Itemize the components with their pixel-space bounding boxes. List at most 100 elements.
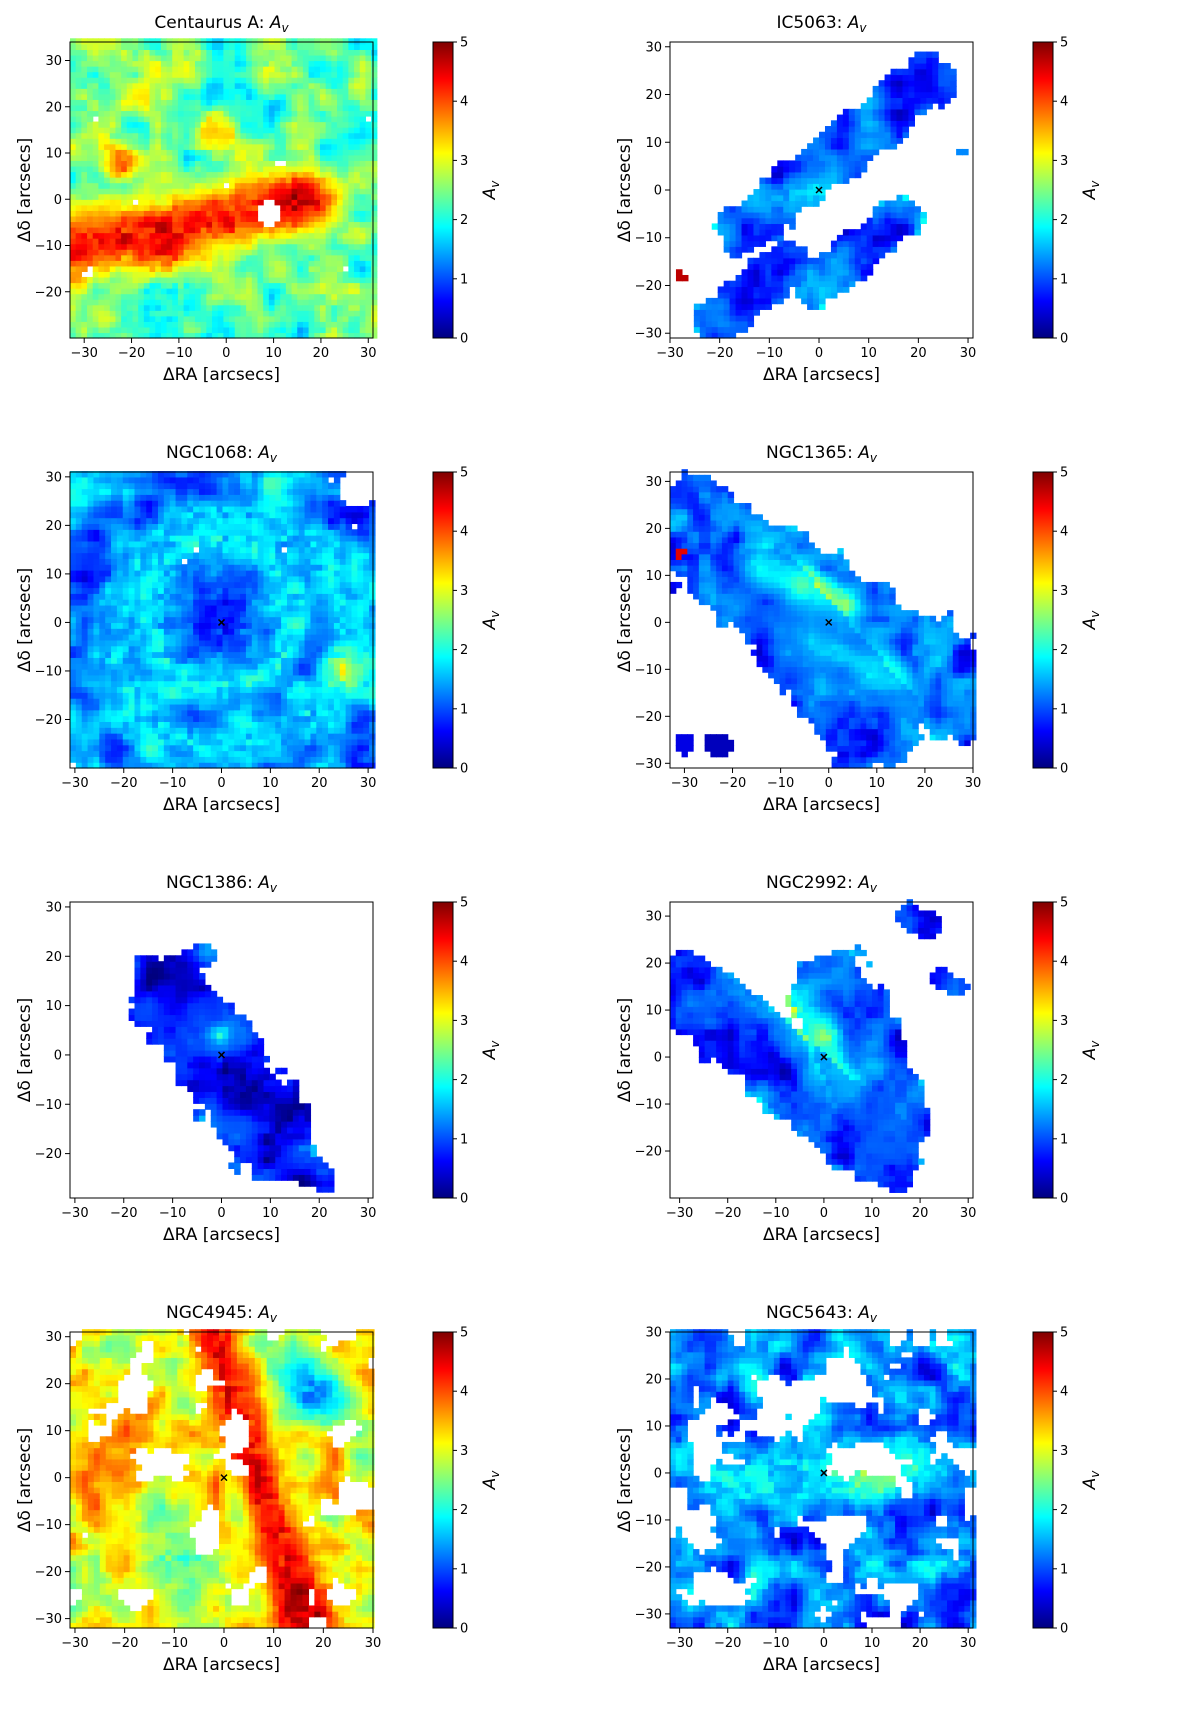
heatmap-cell	[123, 698, 129, 704]
heatmap-cell	[127, 205, 133, 211]
heatmap-cell	[348, 44, 354, 50]
heatmap-cell	[178, 310, 184, 316]
heatmap-cell	[70, 739, 76, 745]
heatmap-cell	[873, 246, 880, 252]
heatmap-cell	[129, 500, 135, 506]
heatmap-cell	[309, 94, 315, 100]
heatmap-cell	[158, 704, 164, 710]
heatmap-cell	[111, 646, 117, 652]
heatmap-cell	[170, 710, 176, 716]
heatmap-cell	[789, 275, 796, 281]
heatmap-cell	[87, 133, 93, 139]
heatmap-cell	[218, 88, 224, 94]
heatmap-cell	[303, 144, 309, 150]
heatmap-cell	[331, 249, 337, 255]
heatmap-cell	[206, 72, 212, 78]
heatmap-cell	[938, 86, 945, 92]
heatmap-cell	[348, 160, 354, 166]
heatmap-cell	[129, 506, 135, 512]
heatmap-cell	[807, 178, 814, 184]
heatmap-cell	[70, 646, 76, 652]
heatmap-cell	[240, 255, 246, 261]
heatmap-cell	[205, 733, 211, 739]
heatmap-cell	[138, 321, 144, 327]
heatmap-cell	[138, 294, 144, 300]
heatmap-cell	[240, 116, 246, 122]
heatmap-cell	[309, 177, 315, 183]
heatmap-cell	[206, 66, 212, 72]
heatmap-cell	[879, 103, 886, 109]
heatmap-cell	[742, 201, 749, 207]
colorbar-tick-label: 1	[460, 272, 468, 287]
heatmap-cell	[93, 133, 99, 139]
heatmap-cell	[110, 77, 116, 83]
heatmap-cell	[70, 38, 76, 44]
heatmap-cell	[70, 305, 76, 311]
heatmap-cell	[70, 216, 76, 222]
heatmap-cell	[98, 183, 104, 189]
heatmap-cell	[99, 686, 105, 692]
heatmap-cell	[135, 518, 141, 524]
heatmap-cell	[292, 166, 298, 172]
heatmap-cell	[789, 183, 796, 189]
heatmap-cell	[365, 299, 371, 305]
heatmap-cell	[223, 199, 229, 205]
heatmap-cell	[115, 133, 121, 139]
heatmap-cell	[275, 316, 281, 322]
heatmap-cell	[104, 266, 110, 272]
heatmap-cell	[189, 83, 195, 89]
heatmap-cell	[164, 663, 170, 669]
heatmap-cell	[70, 652, 76, 658]
heatmap-cell	[110, 88, 116, 94]
heatmap-cell	[181, 640, 187, 646]
heatmap-cell	[127, 144, 133, 150]
heatmap-cell	[365, 149, 371, 155]
heatmap-cell	[205, 622, 211, 628]
heatmap-cell	[212, 99, 218, 105]
heatmap-cell	[205, 692, 211, 698]
heatmap-cell	[354, 166, 360, 172]
heatmap-cell	[195, 238, 201, 244]
heatmap-cell	[908, 115, 915, 121]
heatmap-cell	[140, 523, 146, 529]
heatmap-cell	[132, 233, 138, 239]
heatmap-cell	[138, 260, 144, 266]
heatmap-cell	[123, 634, 129, 640]
heatmap-cell	[235, 255, 241, 261]
heatmap-cell	[795, 252, 802, 258]
heatmap-cell	[93, 570, 99, 576]
heatmap-cell	[938, 103, 945, 109]
heatmap-cell	[326, 149, 332, 155]
heatmap-cell	[150, 94, 156, 100]
heatmap-cell	[161, 216, 167, 222]
heatmap-cell	[187, 756, 193, 762]
heatmap-cell	[742, 269, 749, 275]
heatmap-cell	[235, 44, 241, 50]
heatmap-cell	[121, 149, 127, 155]
heatmap-cell	[235, 127, 241, 133]
heatmap-cell	[138, 188, 144, 194]
heatmap-cell	[167, 105, 173, 111]
heatmap-cell	[365, 294, 371, 300]
heatmap-cell	[257, 94, 263, 100]
heatmap-cell	[93, 529, 99, 535]
heatmap-cell	[331, 72, 337, 78]
heatmap-cell	[70, 194, 76, 200]
heatmap-cell	[70, 271, 76, 277]
heatmap-cell	[309, 310, 315, 316]
heatmap-cell	[199, 733, 205, 739]
heatmap-cell	[105, 634, 111, 640]
heatmap-cell	[150, 266, 156, 272]
heatmap-cell	[205, 617, 211, 623]
heatmap-cell	[280, 166, 286, 172]
heatmap-cell	[371, 227, 377, 233]
heatmap-cell	[176, 745, 182, 751]
heatmap-cell	[181, 628, 187, 634]
heatmap-cell	[331, 305, 337, 311]
heatmap-cell	[831, 132, 838, 138]
heatmap-cell	[257, 155, 263, 161]
heatmap-cell	[348, 66, 354, 72]
heatmap-cell	[135, 553, 141, 559]
heatmap-cell	[337, 310, 343, 316]
heatmap-cell	[170, 681, 176, 687]
